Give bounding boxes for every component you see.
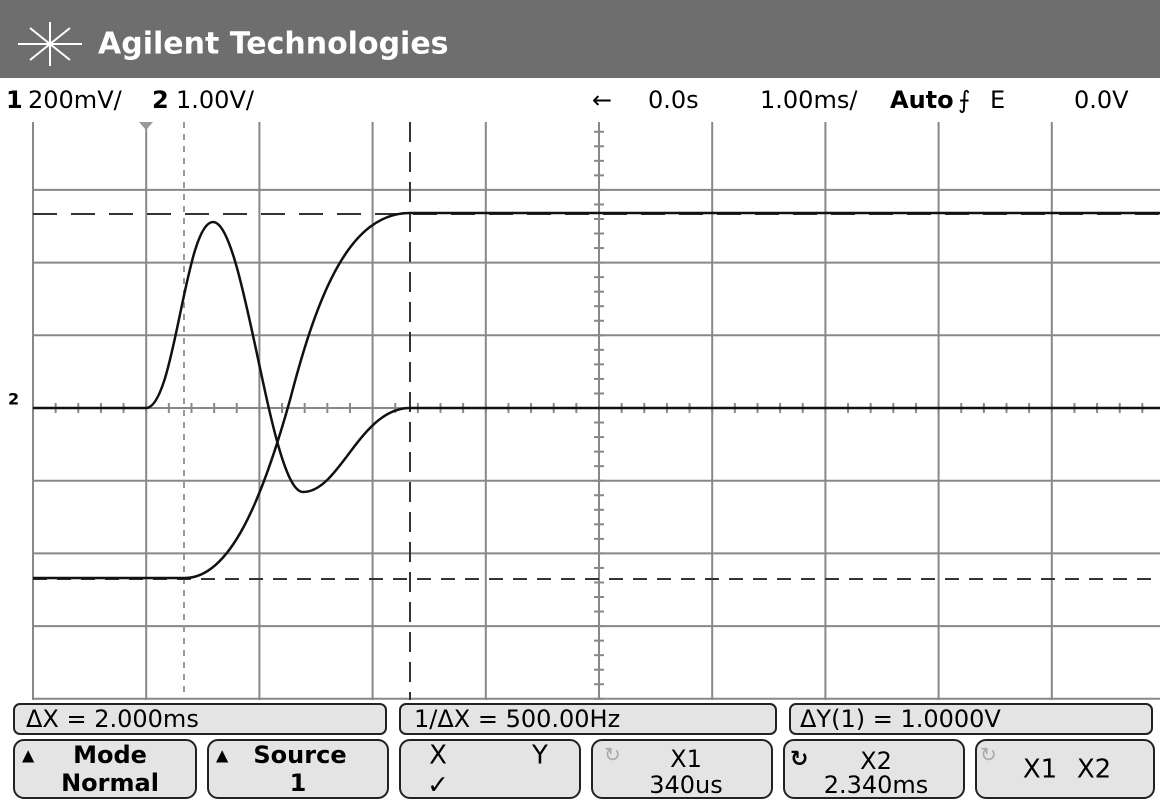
measure-dy: ΔY(1) = 1.0000V [800, 705, 1001, 733]
softkey-left: X1 [1023, 755, 1057, 785]
softkey-title: Mode [73, 741, 147, 769]
ch1-number: 1 [6, 86, 23, 114]
trigger-slope: ⨍ [958, 86, 971, 114]
softkeys: ▲ Mode Normal ▲ Source 1 X Y ✓ ↻ X1 340u… [14, 740, 1154, 800]
softkey-title: Source [253, 741, 346, 769]
status-line: 1 200mV/ 2 1.00V/ ← 0.0s 1.00ms/ Auto ⨍ … [6, 86, 1129, 114]
measure-inv-dx: 1/ΔX = 500.00Hz [414, 705, 620, 733]
trigger-level: 0.0V [1074, 86, 1129, 114]
measure-dx: ΔX = 2.000ms [26, 705, 199, 733]
brand: Agilent Technologies [98, 27, 449, 62]
trigger-mode: Auto [890, 86, 954, 114]
knob-icon: ↻ [980, 743, 997, 767]
softkey-right: Y [531, 741, 548, 771]
ground-marker: 2 [8, 390, 19, 409]
ch2-number: 2 [152, 86, 169, 114]
key-arrow: ▲ [216, 746, 229, 765]
softkey-value: 2.340ms [824, 771, 929, 799]
scope-screen: Agilent Technologies 1 200mV/ 2 1.00V/ ←… [0, 0, 1160, 800]
ch2-scale: 1.00V/ [176, 86, 255, 114]
softkey-check: ✓ [427, 771, 449, 801]
cursors [33, 122, 1160, 700]
knob-icon: ↻ [604, 743, 621, 767]
softkey-right: X2 [1077, 755, 1111, 785]
trigger-source: E [990, 86, 1005, 114]
ch1-scale: 200mV/ [28, 86, 123, 114]
delay: 0.0s [648, 86, 699, 114]
timebase: 1.00ms/ [760, 86, 858, 114]
knob-icon: ↻ [790, 747, 808, 772]
delay-arrow: ← [592, 86, 612, 114]
graticule [33, 122, 1160, 700]
key-arrow: ▲ [22, 746, 35, 765]
trigger-marker [139, 122, 153, 130]
softkey-value: 340us [649, 771, 723, 799]
trace-ch2 [33, 213, 1160, 578]
softkey-value: Normal [61, 769, 159, 797]
softkey-value: 1 [290, 769, 307, 797]
softkey-title: X1 [670, 745, 702, 773]
softkey[interactable] [976, 740, 1154, 798]
softkey-left: X [429, 741, 447, 771]
measurement-bar: ΔX = 2.000ms 1/ΔX = 500.00Hz ΔY(1) = 1.0… [14, 704, 1152, 734]
